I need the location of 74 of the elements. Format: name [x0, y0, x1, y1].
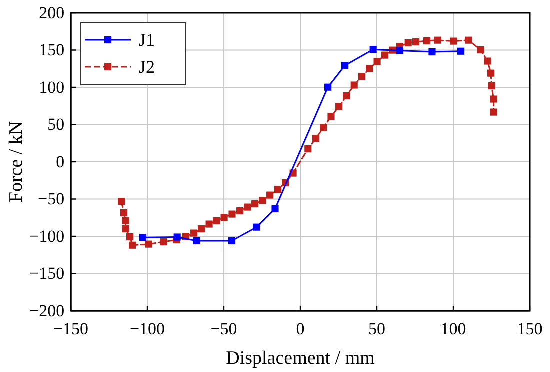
point [477, 46, 484, 54]
y-tick-label: 150 [39, 40, 65, 60]
legend-label: J2 [139, 57, 156, 77]
point [139, 234, 146, 242]
x-axis-title: Displacement / mm [226, 348, 376, 369]
point [312, 135, 320, 142]
point [174, 234, 181, 241]
point [129, 242, 136, 249]
point [320, 124, 328, 132]
point [487, 70, 495, 77]
point [370, 46, 377, 54]
point [396, 47, 404, 54]
point [412, 38, 420, 46]
point [228, 237, 236, 245]
point [122, 226, 130, 233]
x-tick-label: 50 [368, 319, 386, 338]
point [324, 84, 332, 91]
y-tick-label: −50 [38, 190, 65, 209]
point [484, 58, 492, 65]
point [213, 217, 220, 225]
y-tick-label: 200 [39, 3, 65, 22]
point [304, 146, 312, 153]
point [374, 58, 381, 66]
x-tick-label: 0 [296, 319, 305, 338]
point [272, 205, 279, 212]
point [244, 204, 252, 211]
legend-label: J1 [139, 30, 156, 50]
point [193, 237, 200, 245]
y-tick-label: 100 [39, 78, 65, 97]
point [341, 62, 349, 70]
point [220, 214, 228, 222]
point [490, 108, 498, 116]
y-tick-label: 50 [48, 115, 65, 134]
point [358, 73, 366, 80]
point [336, 103, 343, 110]
point [259, 197, 266, 204]
x-tick-label: 100 [440, 319, 466, 338]
point [465, 36, 472, 44]
point [274, 186, 282, 194]
point [236, 207, 244, 215]
point [266, 192, 274, 199]
point [198, 226, 206, 233]
point [190, 230, 198, 237]
point [120, 209, 128, 217]
point [490, 96, 498, 103]
point [457, 48, 465, 55]
point [350, 82, 358, 89]
point [206, 220, 213, 228]
point [253, 224, 260, 231]
point [423, 37, 431, 45]
x-tick-label: −50 [210, 319, 238, 338]
point [118, 198, 126, 206]
x-tick-label: 150 [517, 319, 543, 338]
point [488, 82, 496, 90]
point [428, 48, 436, 56]
point [328, 113, 335, 120]
point [404, 39, 412, 47]
point [343, 92, 350, 100]
point [160, 238, 168, 246]
y-axis-title: Force / kN [6, 121, 27, 203]
y-tick-label: −200 [30, 301, 65, 320]
point [450, 38, 458, 45]
point [145, 240, 152, 248]
x-tick-label: −100 [130, 319, 166, 338]
y-tick-label: −150 [30, 264, 65, 284]
point [122, 217, 130, 224]
point [126, 233, 134, 241]
point [252, 200, 259, 208]
point [381, 52, 388, 59]
point [434, 36, 442, 44]
y-tick-label: 0 [56, 152, 65, 172]
y-tick-label: −100 [30, 226, 65, 246]
point [366, 65, 374, 72]
point [228, 210, 236, 218]
